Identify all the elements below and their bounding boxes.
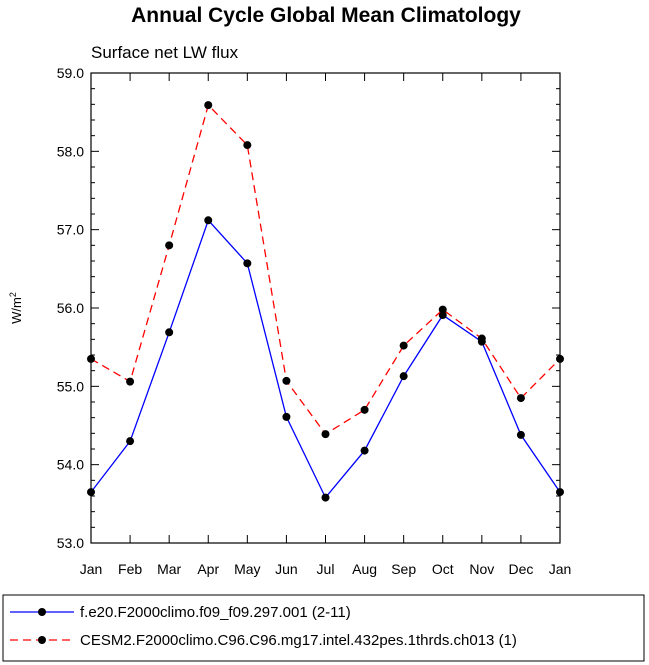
data-point	[126, 377, 135, 386]
data-point	[360, 446, 369, 455]
y-tick-label: 57.0	[57, 222, 84, 238]
y-axis-label: W/m2	[8, 292, 24, 324]
legend-box	[2, 594, 645, 662]
chart-subtitle: Surface net LW flux	[91, 43, 239, 62]
x-tick-label: Dec	[508, 561, 533, 577]
data-point	[321, 430, 330, 439]
plot-frame	[90, 72, 561, 544]
x-tick-label: Feb	[118, 561, 142, 577]
y-tick-label: 59.0	[57, 65, 84, 81]
y-tick-label: 54.0	[57, 457, 84, 473]
y-tick-label: 56.0	[57, 300, 84, 316]
y-tick-label: 58.0	[57, 143, 84, 159]
x-tick-label: Oct	[432, 561, 454, 577]
x-tick-label: Mar	[157, 561, 181, 577]
data-point	[556, 354, 564, 363]
data-point	[87, 354, 95, 363]
legend-label-2: CESM2.F2000climo.C96.C96.mg17.intel.432p…	[80, 632, 517, 649]
x-tick-label: Aug	[352, 561, 377, 577]
x-tick-label: Jan	[80, 561, 103, 577]
chart-title: Annual Cycle Global Mean Climatology	[131, 4, 521, 27]
x-tick-label: Apr	[197, 561, 219, 577]
data-point	[360, 405, 369, 414]
y-axis: 53.0 54.0 55.0 56.0 57.0 58.0 59.0	[57, 65, 560, 551]
data-point	[126, 437, 135, 446]
data-point	[165, 328, 174, 337]
data-point	[477, 334, 486, 343]
x-tick-label: Jul	[317, 561, 335, 577]
data-point	[321, 493, 330, 502]
series-line-1	[90, 219, 561, 499]
data-point	[516, 430, 525, 439]
data-point	[204, 101, 213, 110]
legend-marker	[38, 608, 46, 616]
x-axis: Jan Feb Mar Apr May Jun Jul Aug Sep Oct Nov Dec Jan	[80, 73, 572, 577]
data-point	[204, 216, 213, 225]
legend-marker	[38, 636, 46, 644]
data-point	[438, 311, 447, 320]
legend-label-1: f.e20.F2000climo.f09_f09.297.001 (2-11)	[80, 604, 351, 621]
data-point	[243, 259, 252, 268]
series-line-2	[90, 103, 561, 435]
series-layer	[87, 101, 564, 502]
x-tick-label: May	[234, 561, 260, 577]
y-tick-label: 53.0	[57, 535, 84, 551]
x-tick-label: Jan	[549, 561, 572, 577]
data-point	[399, 372, 408, 381]
legend: f.e20.F2000climo.f09_f09.297.001 (2-11) C…	[10, 604, 517, 649]
data-point	[556, 488, 564, 497]
data-point	[243, 141, 252, 150]
data-point	[399, 341, 408, 350]
data-point	[516, 394, 525, 403]
x-tick-label: Jun	[275, 561, 298, 577]
y-tick-label: 55.0	[57, 378, 84, 394]
x-tick-label: Sep	[391, 561, 416, 577]
data-point	[282, 376, 291, 385]
data-point	[438, 305, 447, 314]
data-point	[165, 241, 174, 250]
x-tick-label: Nov	[469, 561, 494, 577]
data-point	[87, 488, 95, 497]
data-point	[282, 412, 291, 421]
